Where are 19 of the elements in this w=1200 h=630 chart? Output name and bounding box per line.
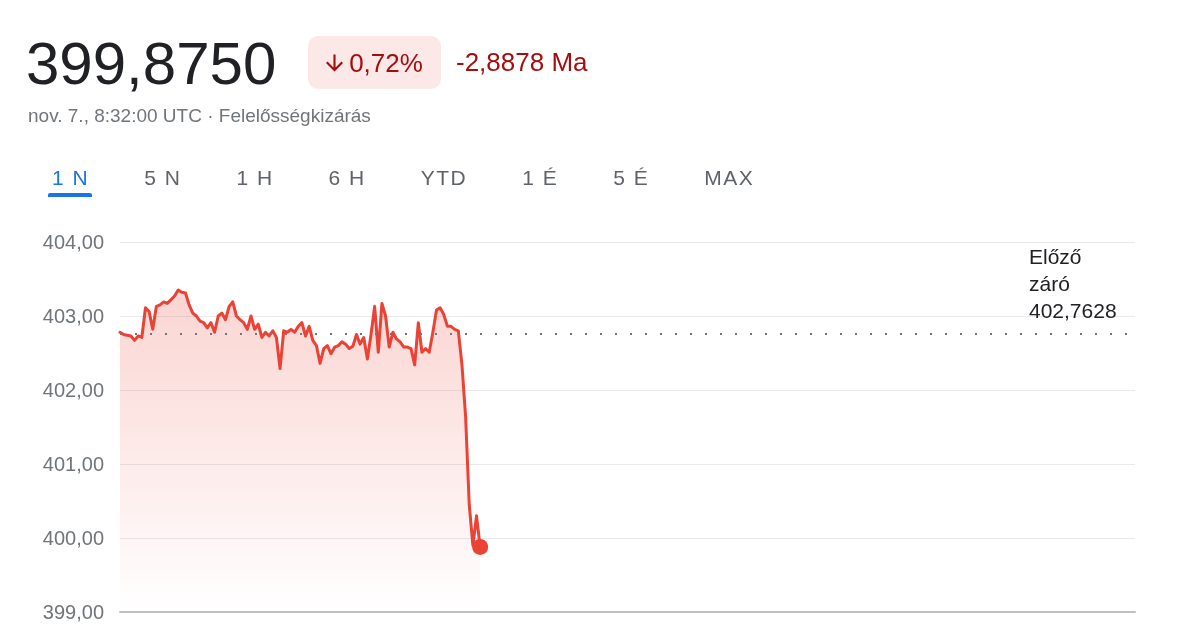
ref-line-label: Előző záró 402,7628 <box>1029 244 1117 322</box>
y-tick-label: 399,00 <box>42 601 104 623</box>
y-tick-label: 404,00 <box>42 231 104 253</box>
chart-title: 399,8750 <box>26 30 277 97</box>
change-badge: 0,72% <box>308 36 441 89</box>
text: 6 H <box>328 166 366 190</box>
text: YTD <box>420 166 468 190</box>
chart-subtitle: nov. 7., 8:32:00 UTC · Felelősségkizárás <box>28 105 371 127</box>
text: 1 H <box>236 166 274 190</box>
y-tick-label: 400,00 <box>42 527 104 549</box>
text: MAX <box>704 166 755 190</box>
text: -2,8878 Ma <box>456 47 588 77</box>
text: 5 N <box>144 166 182 190</box>
text: 5 É <box>613 166 650 190</box>
y-tick-label: 402,00 <box>42 379 104 401</box>
y-tick-label: 403,00 <box>42 305 104 327</box>
y-tick-label: 401,00 <box>42 453 104 475</box>
text: 1 N <box>52 166 90 190</box>
text: 1 É <box>522 166 559 190</box>
